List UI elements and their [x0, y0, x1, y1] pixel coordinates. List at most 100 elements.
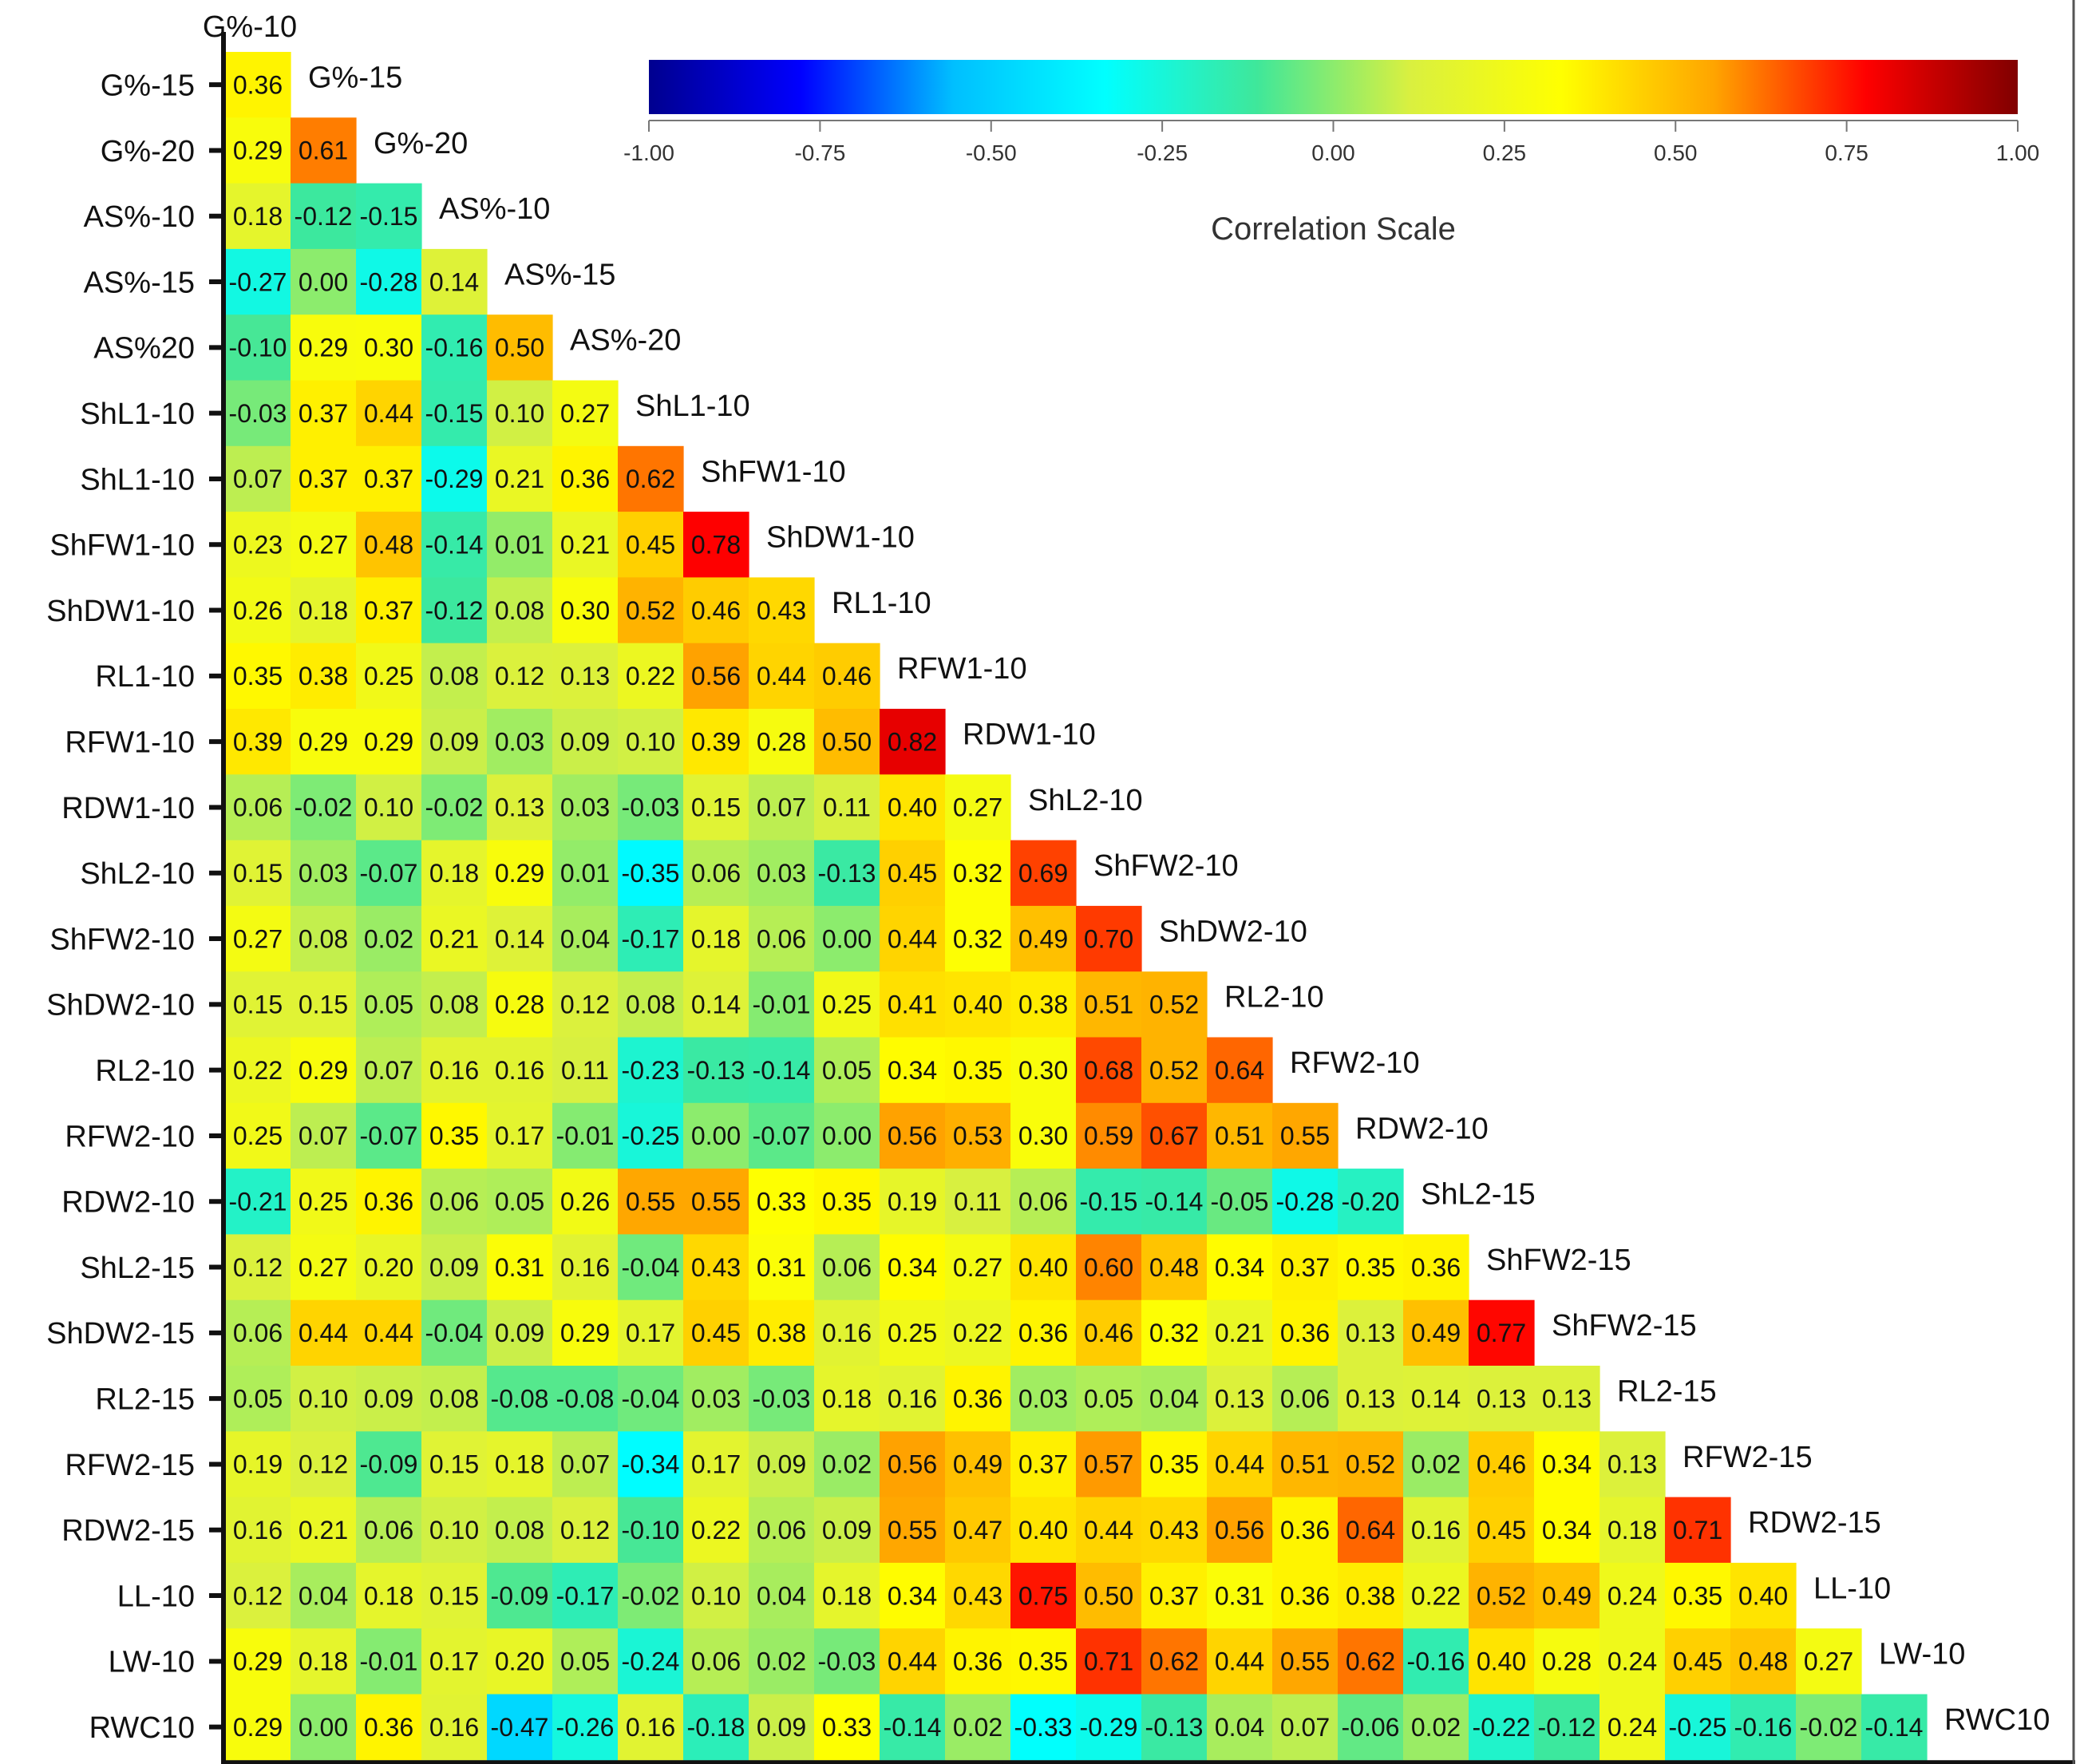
cell-value-label: 0.35 — [822, 1187, 872, 1216]
heatmap-cell — [421, 248, 488, 315]
heatmap-cell — [552, 1037, 619, 1104]
cell-value-label: -0.10 — [622, 1516, 680, 1544]
heatmap-cell — [814, 1102, 880, 1169]
heatmap-cell — [1076, 1562, 1142, 1629]
heatmap-cell — [487, 971, 553, 1038]
row-label: ShL2-15 — [80, 1252, 195, 1285]
cell-value-label: -0.12 — [1538, 1713, 1596, 1742]
cell-value-label: 0.40 — [1018, 1516, 1068, 1544]
cell-value-label: 0.35 — [1346, 1253, 1395, 1282]
cell-value-label: 0.13 — [495, 793, 544, 822]
cell-value-label: 0.43 — [691, 1253, 741, 1282]
cell-value-label: 0.09 — [364, 1384, 413, 1413]
heatmap-cell — [1141, 1234, 1208, 1301]
heatmap-cell — [225, 1628, 291, 1695]
heatmap-cell — [814, 1497, 880, 1564]
cell-value-label: 0.24 — [1607, 1647, 1657, 1676]
cell-value-label: 0.44 — [1084, 1516, 1133, 1544]
cell-value-label: 0.07 — [233, 465, 283, 493]
cell-value-label: 0.13 — [1346, 1384, 1395, 1413]
heatmap-cell — [880, 1694, 946, 1761]
row-label: ShFW2-10 — [49, 923, 195, 956]
heatmap-cell — [552, 445, 619, 512]
cell-value-label: 0.48 — [364, 530, 413, 559]
heatmap-cell — [291, 314, 357, 382]
heatmap-cell — [291, 1431, 357, 1498]
heatmap-cell — [225, 774, 291, 841]
heatmap-cell — [1600, 1562, 1666, 1629]
cell-value-label: -0.03 — [622, 793, 680, 822]
cell-value-label: 0.39 — [233, 727, 283, 756]
heatmap-cell — [1338, 1497, 1404, 1564]
heatmap-cell — [1665, 1628, 1731, 1695]
heatmap-cell — [1272, 1234, 1339, 1301]
cell-value-label: 0.06 — [757, 1516, 806, 1544]
cell-value-label: 0.06 — [757, 924, 806, 953]
row-label: RL2-15 — [95, 1382, 195, 1416]
heatmap-cell — [1338, 1366, 1404, 1432]
cell-value-label: 0.25 — [233, 1121, 283, 1150]
cell-value-label: 0.22 — [233, 1056, 283, 1085]
cell-value-label: 0.02 — [364, 924, 413, 953]
cell-value-label: -0.22 — [1473, 1713, 1531, 1742]
heatmap-cell — [1076, 971, 1142, 1038]
colorbar-tick-label: -0.25 — [1137, 140, 1188, 165]
heatmap-cell — [421, 512, 488, 578]
heatmap-cell — [1338, 1431, 1404, 1498]
cell-value-label: 0.25 — [888, 1319, 937, 1347]
cell-value-label: 0.48 — [1738, 1647, 1788, 1676]
cell-value-label: 0.55 — [1280, 1647, 1330, 1676]
heatmap-cell — [1600, 1497, 1666, 1564]
cell-value-label: 0.25 — [364, 662, 413, 690]
heatmap-cell — [683, 1562, 749, 1629]
cell-value-label: 0.08 — [495, 596, 544, 625]
cell-value-label: 0.62 — [1346, 1647, 1395, 1676]
cell-value-label: 0.25 — [822, 991, 872, 1019]
row-label: ShDW1-10 — [46, 595, 195, 628]
heatmap-cell — [356, 1562, 422, 1629]
heatmap-cell — [421, 1562, 488, 1629]
cell-value-label: -0.03 — [818, 1647, 876, 1676]
heatmap-cell — [1076, 1431, 1142, 1498]
cell-value-label: 0.49 — [1411, 1319, 1461, 1347]
heatmap-cell — [1010, 1169, 1077, 1235]
cell-value-label: 0.15 — [429, 1450, 479, 1479]
cell-value-label: 0.09 — [560, 727, 610, 756]
cell-value-label: 0.32 — [1149, 1319, 1199, 1347]
cell-value-label: 0.82 — [888, 727, 937, 756]
cell-value-label: 0.12 — [495, 662, 544, 690]
heatmap-cell — [291, 117, 357, 184]
cell-value-label: 0.55 — [691, 1187, 741, 1216]
heatmap-cell — [1141, 1431, 1208, 1498]
cell-value-label: 0.48 — [1149, 1253, 1199, 1282]
heatmap-cell — [291, 1102, 357, 1169]
cell-value-label: -0.18 — [687, 1713, 745, 1742]
cell-value-label: -0.04 — [622, 1384, 680, 1413]
heatmap-cell — [618, 1497, 684, 1564]
heatmap-cell — [487, 1366, 553, 1432]
heatmap-cell — [487, 1037, 553, 1104]
diagonal-label: RL2-10 — [1224, 981, 1324, 1014]
heatmap-cell — [225, 1694, 291, 1761]
heatmap-cell — [1338, 1299, 1404, 1367]
diagonal-label: RFW1-10 — [897, 652, 1027, 686]
heatmap-cell — [618, 1037, 684, 1104]
heatmap-cell — [356, 1102, 422, 1169]
cell-value-label: 0.39 — [691, 727, 741, 756]
cell-value-label: 0.35 — [953, 1056, 1002, 1085]
heatmap-cell — [552, 1497, 619, 1564]
heatmap-cell — [683, 1037, 749, 1104]
cell-value-label: 0.02 — [1411, 1713, 1461, 1742]
cell-value-label: 0.23 — [233, 530, 283, 559]
heatmap-cell — [225, 709, 291, 775]
heatmap-cell — [814, 1299, 880, 1367]
cell-value-label: 0.16 — [626, 1713, 675, 1742]
heatmap-cell — [618, 1431, 684, 1498]
cell-value-label: 0.24 — [1607, 1581, 1657, 1610]
diagonal-label: RDW1-10 — [963, 718, 1096, 751]
heatmap-cell — [487, 1234, 553, 1301]
cell-value-label: 0.38 — [757, 1319, 806, 1347]
cell-value-label: -0.27 — [229, 267, 287, 296]
heatmap-cell — [1272, 1628, 1339, 1695]
